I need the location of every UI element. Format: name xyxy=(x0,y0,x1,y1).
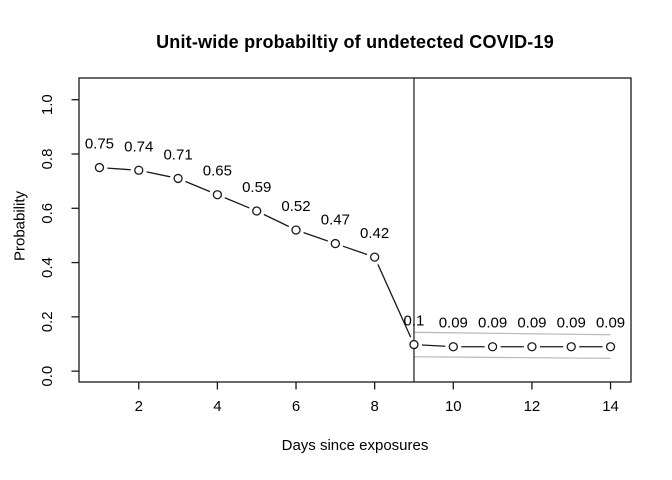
ci-upper-line xyxy=(413,331,611,336)
x-tick-label: 8 xyxy=(370,398,378,415)
series-segment xyxy=(377,264,412,338)
x-tick-label: 12 xyxy=(524,398,541,415)
data-point xyxy=(448,342,458,352)
data-point-label: 0.74 xyxy=(124,138,153,155)
y-tick-label: 0.2 xyxy=(39,311,56,332)
data-point-label: 0.47 xyxy=(321,212,350,229)
data-point-label: 0.52 xyxy=(281,198,310,215)
series-segment xyxy=(107,167,131,171)
data-point xyxy=(330,238,340,249)
data-point-label: 0.09 xyxy=(596,315,625,332)
y-tick-label: 0.6 xyxy=(39,203,56,224)
x-tick-label: 4 xyxy=(213,398,221,415)
series-segment xyxy=(421,344,446,347)
data-point xyxy=(527,342,537,352)
data-point-label: 0.09 xyxy=(557,315,586,332)
series-segment xyxy=(146,171,171,178)
chart-title: Unit-wide probabiltiy of undetected COVI… xyxy=(156,32,554,52)
data-point xyxy=(605,342,616,352)
y-tick-label: 0.8 xyxy=(39,149,56,170)
data-point xyxy=(487,342,498,352)
data-point-label: 0.42 xyxy=(360,225,389,242)
data-point xyxy=(134,165,144,175)
y-tick-label: 1.0 xyxy=(39,94,56,115)
plot-box xyxy=(78,77,632,383)
x-axis-title: Days since exposures xyxy=(281,437,429,454)
data-point-label: 0.1 xyxy=(404,313,425,330)
data-point-label: 0.71 xyxy=(163,146,192,163)
series-segment xyxy=(342,245,368,256)
series-segment xyxy=(224,197,250,209)
data-point-label: 0.09 xyxy=(478,315,507,332)
data-point xyxy=(409,339,419,350)
data-point-label: 0.75 xyxy=(85,136,114,153)
ci-lower-line xyxy=(413,356,611,360)
data-point xyxy=(370,252,380,262)
data-point xyxy=(566,342,576,352)
series-segment xyxy=(185,180,211,193)
data-point xyxy=(212,190,223,200)
x-tick-label: 2 xyxy=(135,398,143,415)
data-point xyxy=(94,162,105,173)
data-point-label: 0.09 xyxy=(439,315,468,332)
x-tick-label: 10 xyxy=(445,398,462,415)
series-segment xyxy=(263,213,290,228)
data-point-label: 0.59 xyxy=(242,179,271,196)
series-segment xyxy=(303,231,328,242)
data-point-label: 0.09 xyxy=(517,315,546,332)
x-tick-label: 6 xyxy=(292,398,300,415)
x-tick-label: 14 xyxy=(602,398,619,415)
data-point xyxy=(252,206,262,216)
y-tick-label: 0.0 xyxy=(39,366,56,387)
data-point xyxy=(173,173,183,184)
data-point-label: 0.65 xyxy=(203,163,232,180)
data-point xyxy=(291,225,301,235)
y-tick-label: 0.4 xyxy=(39,257,56,278)
